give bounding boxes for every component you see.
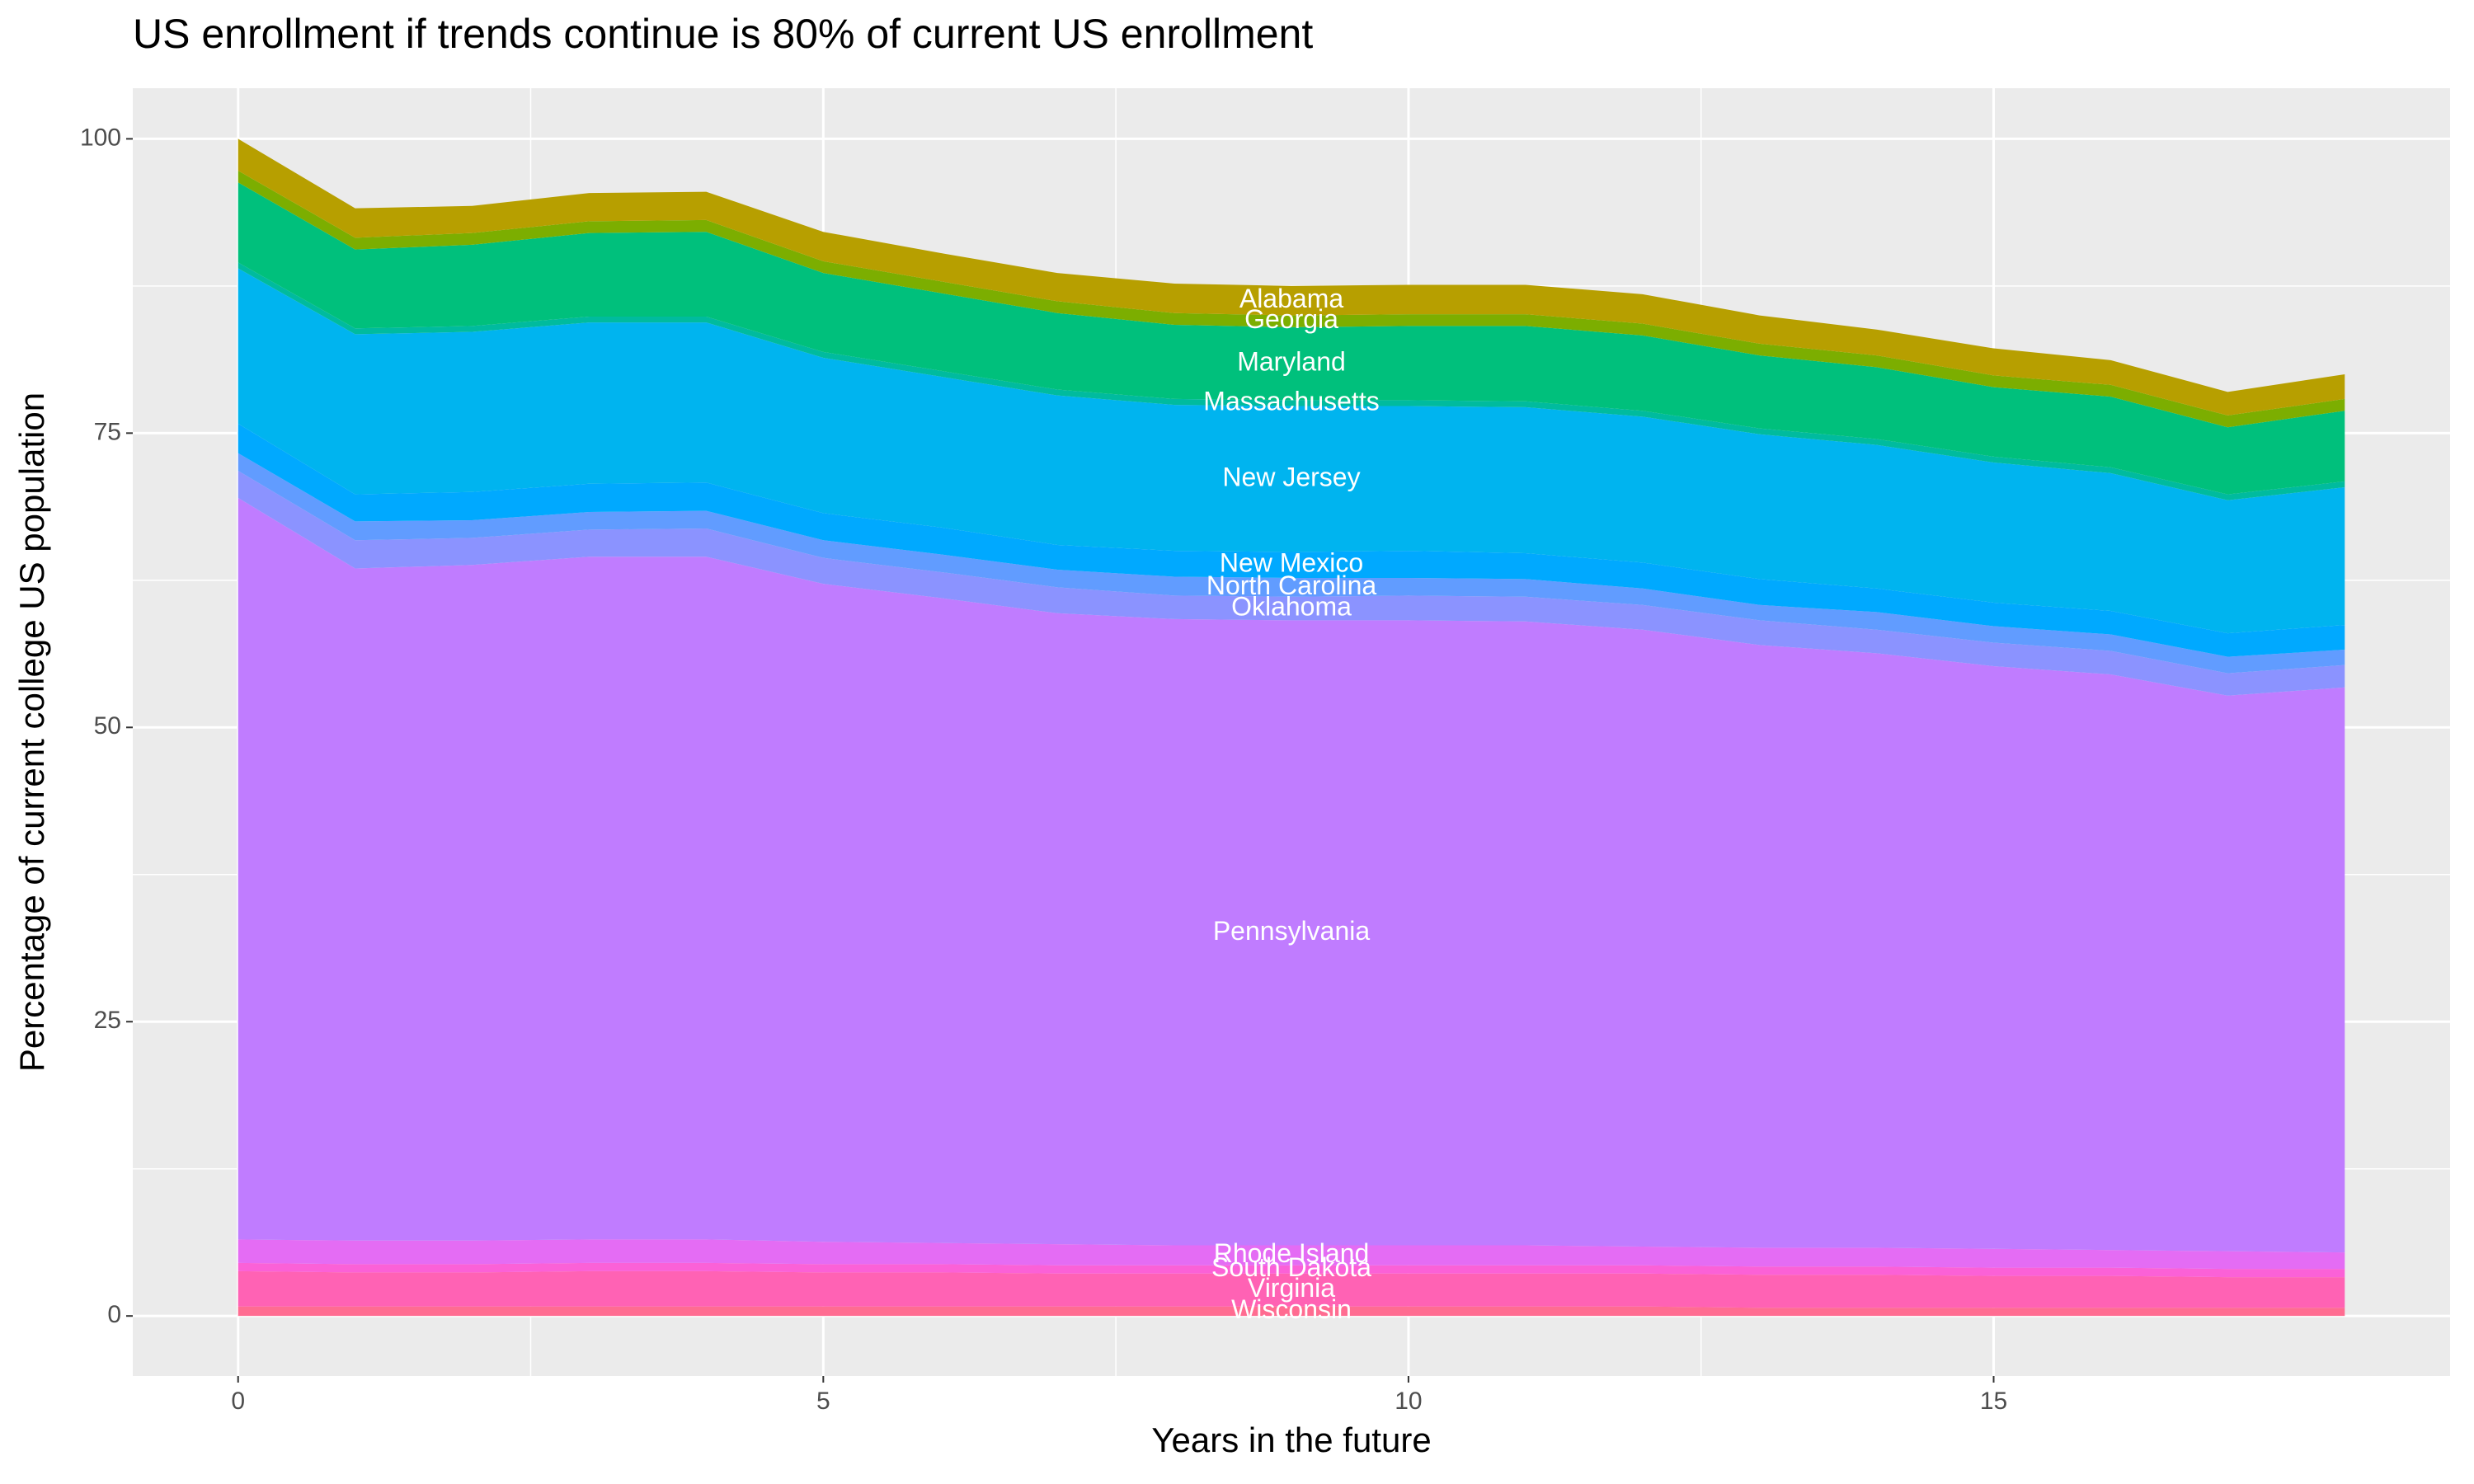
area (238, 182, 2345, 495)
area (238, 262, 2345, 500)
area-label: Wisconsin (1231, 1294, 1352, 1324)
area-label: North Carolina (1206, 571, 1377, 600)
area (238, 423, 2345, 657)
y-tick-label: 100 (80, 124, 121, 151)
area (238, 139, 2345, 416)
area-label: Massachusetts (1203, 386, 1379, 416)
x-tick-label: 15 (1980, 1388, 2007, 1415)
area (238, 497, 2345, 1253)
chart-title: US enrollment if trends continue is 80% … (133, 11, 1313, 57)
y-tick-label: 25 (94, 1007, 121, 1034)
area-label: Georgia (1244, 304, 1338, 334)
y-tick-label: 0 (107, 1301, 121, 1328)
y-axis-title: Percentage of current college US populat… (12, 392, 51, 1072)
x-tick-label: 5 (816, 1388, 830, 1415)
area-label: South Dakota (1211, 1252, 1371, 1282)
area-label: New Mexico (1220, 548, 1363, 578)
area-label: New Jersey (1222, 462, 1360, 491)
area-label: Rhode Island (1214, 1238, 1370, 1268)
area-label: Maryland (1237, 347, 1346, 377)
area (238, 1306, 2345, 1317)
area (238, 1270, 2345, 1308)
areas (238, 139, 2345, 1317)
area (238, 1239, 2345, 1270)
y-tick-label: 50 (94, 712, 121, 740)
x-axis-title: Years in the future (1151, 1421, 1431, 1459)
area (238, 453, 2345, 674)
y-tick-label: 75 (94, 418, 121, 445)
x-tick-label: 0 (231, 1388, 245, 1415)
area (238, 471, 2345, 696)
area-label: Oklahoma (1231, 592, 1352, 622)
area-label: Virginia (1248, 1273, 1335, 1303)
area (238, 268, 2345, 634)
area-label: Alabama (1239, 284, 1344, 313)
area (238, 170, 2345, 428)
area-label: Pennsylvania (1213, 916, 1371, 946)
x-tick-label: 10 (1395, 1388, 1422, 1415)
